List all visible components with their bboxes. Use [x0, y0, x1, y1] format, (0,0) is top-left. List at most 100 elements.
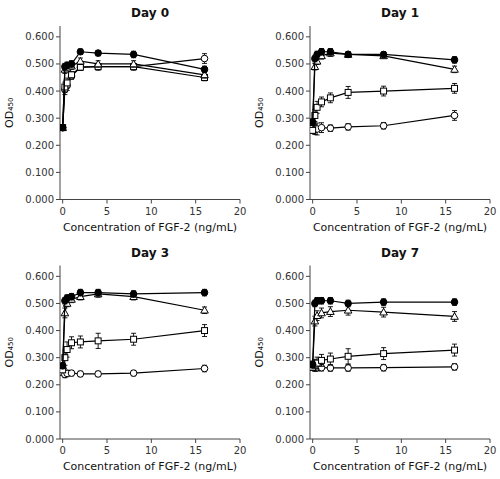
error-bar: [452, 364, 457, 371]
y-tick: [306, 357, 310, 358]
x-tick-label: 20: [484, 445, 497, 456]
error-bar: [202, 325, 207, 337]
error-bar: [310, 361, 315, 368]
y-tick: [306, 384, 310, 385]
marker: [60, 124, 66, 131]
y-tick-label: 0.000: [25, 194, 54, 205]
marker: [380, 122, 387, 129]
error-bar: [131, 291, 136, 298]
error-bar: [96, 50, 101, 55]
x-tick: [445, 439, 446, 443]
marker: [380, 52, 388, 59]
x-axis-line: [60, 199, 240, 200]
marker: [64, 347, 70, 353]
x-tick: [490, 439, 491, 443]
y-tick: [306, 172, 310, 173]
marker: [318, 48, 325, 55]
error-bar: [202, 365, 207, 372]
error-bar: [69, 72, 74, 79]
marker: [380, 308, 388, 315]
error-bar: [96, 333, 101, 348]
marker: [201, 66, 208, 73]
error-bar: [202, 66, 207, 73]
marker: [452, 85, 458, 91]
error-bar: [60, 125, 65, 130]
error-bar: [60, 125, 65, 130]
y-tick: [56, 118, 60, 119]
error-bar: [346, 86, 351, 98]
error-bar: [310, 119, 315, 126]
panel: 051015200.0000.1000.2000.3000.4000.5000.…: [253, 6, 496, 234]
x-tick: [401, 200, 402, 204]
x-tick-label: 20: [484, 206, 497, 217]
y-tick-label: 0.400: [25, 86, 54, 97]
error-bar: [328, 297, 333, 304]
y-tick-label: 0.200: [25, 379, 54, 390]
panel: 051015200.0000.1000.2000.3000.4000.5000.…: [3, 246, 246, 474]
error-bar: [452, 344, 457, 356]
series: [310, 297, 458, 367]
series: [60, 290, 208, 368]
title: Day 3: [131, 246, 169, 260]
series-line: [63, 331, 205, 370]
y-tick: [56, 384, 60, 385]
y-tick: [306, 439, 310, 440]
series: [60, 365, 208, 378]
marker: [130, 370, 137, 377]
marker: [95, 338, 101, 344]
marker: [68, 61, 75, 68]
y-axis-label: OD₄₅₀: [253, 97, 266, 128]
marker: [327, 49, 335, 56]
marker: [310, 361, 316, 368]
x-tick-label: 0: [59, 206, 65, 217]
error-bar: [319, 297, 324, 304]
y-axis-label: OD₄₅₀: [3, 97, 16, 128]
series: [310, 344, 458, 371]
error-bar: [69, 293, 74, 300]
series: [60, 63, 208, 130]
series-line: [63, 293, 205, 366]
error-bar: [131, 333, 136, 345]
y-tick-label: 0.400: [275, 325, 304, 336]
y-tick-label: 0.500: [275, 298, 304, 309]
marker: [60, 125, 66, 131]
error-bar: [78, 289, 83, 296]
marker: [451, 66, 459, 73]
marker: [345, 89, 351, 95]
series: [60, 289, 208, 369]
y-tick-label: 0.100: [275, 167, 304, 178]
x-tick: [240, 439, 241, 443]
marker: [202, 328, 208, 334]
marker: [327, 297, 334, 304]
marker: [345, 51, 352, 58]
y-tick-label: 0.500: [25, 58, 54, 69]
series-line: [63, 294, 205, 366]
marker: [94, 290, 102, 297]
x-tick: [151, 439, 152, 443]
y-tick: [306, 91, 310, 92]
error-bar: [381, 299, 386, 306]
y-tick: [306, 145, 310, 146]
x-axis-label: Concentration of FGF-2 (ng/mL): [313, 460, 487, 473]
marker: [327, 356, 333, 362]
error-bar: [381, 86, 386, 96]
figure: 051015200.0000.1000.2000.3000.4000.5000.…: [0, 0, 500, 479]
x-axis-label: Concentration of FGF-2 (ng/mL): [313, 221, 487, 234]
marker: [381, 351, 387, 357]
marker: [60, 124, 66, 131]
series-line: [313, 53, 455, 122]
error-bar: [346, 52, 351, 57]
error-bar: [202, 54, 207, 64]
y-tick: [56, 411, 60, 412]
y-tick-label: 0.300: [25, 113, 54, 124]
y-tick-label: 0.200: [275, 379, 304, 390]
error-bar: [452, 57, 457, 64]
x-tick-label: 20: [234, 206, 247, 217]
marker: [95, 371, 102, 378]
error-bar: [319, 97, 324, 107]
marker: [77, 289, 84, 296]
error-bar: [78, 371, 83, 376]
error-bar: [202, 289, 207, 296]
x-tick: [240, 200, 241, 204]
x-tick-label: 5: [354, 206, 360, 217]
